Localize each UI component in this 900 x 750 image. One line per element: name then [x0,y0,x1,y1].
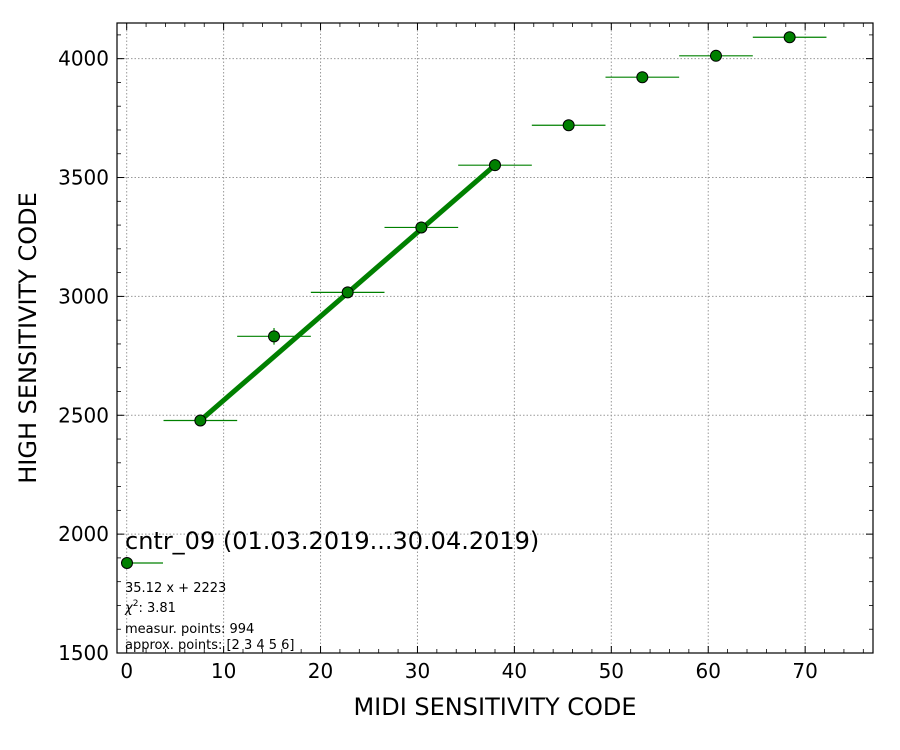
legend-measured-points: measur. points: 994 [125,622,254,637]
data-point [163,414,238,427]
chi-separator: : [138,601,147,616]
plot-frame [116,22,874,654]
point-marker [194,414,207,427]
x-tick-label: 40 [502,659,527,683]
data-point [237,328,311,345]
chi-symbol: χ [124,601,134,616]
x-tick-label: 10 [211,659,236,683]
point-marker [415,221,428,234]
point-marker [268,330,281,343]
y-tick-label: 2000 [58,522,109,546]
data-point [752,31,827,44]
x-axis-ticks: 0 10 20 30 40 50 60 70 [120,23,818,683]
legend-chi-square: χ2: 3.81 [124,599,176,616]
point-marker [341,286,354,299]
y-tick-label: 2500 [58,403,109,427]
data-point [458,159,532,172]
x-tick-label: 0 [120,659,133,683]
y-axis-title: HIGH SENSITIVITY CODE [14,192,42,484]
x-tick-label: 20 [308,659,333,683]
point-marker [489,159,501,172]
grid [117,23,873,653]
x-tick-label: 30 [405,659,430,683]
y-axis-ticks: 1500 2000 2500 3000 3500 4000 [58,47,873,665]
x-axis-title: MIDI SENSITIVITY CODE [353,693,636,721]
point-marker [783,31,796,44]
chi-value: 3.81 [147,601,176,616]
point-marker [562,119,575,132]
y-tick-label: 1500 [58,641,109,665]
chi-superscript: 2 [133,599,139,609]
x-tick-label: 50 [599,659,624,683]
data-point [679,49,753,62]
x-tick-label: 60 [696,659,721,683]
data-point [384,221,459,234]
data-point [605,71,680,84]
minor-ticks [117,23,873,653]
data-point [310,286,385,299]
legend-marker [121,557,133,569]
data-point [531,119,606,132]
legend-title: cntr_09 (01.03.2019...30.04.2019) [125,527,539,555]
y-tick-label: 3000 [58,284,109,308]
y-tick-label: 4000 [58,47,109,71]
x-tick-label: 70 [792,659,817,683]
point-marker [709,49,722,62]
legend-approx-points: approx. points: [2 3 4 5 6] [125,638,295,653]
legend-fit-equation: 35.12 x + 2223 [125,581,226,596]
y-tick-label: 3500 [58,166,109,190]
point-marker [636,71,649,84]
legend: cntr_09 (01.03.2019...30.04.2019) 35.12 … [121,527,539,653]
data-points-layer [163,31,827,427]
